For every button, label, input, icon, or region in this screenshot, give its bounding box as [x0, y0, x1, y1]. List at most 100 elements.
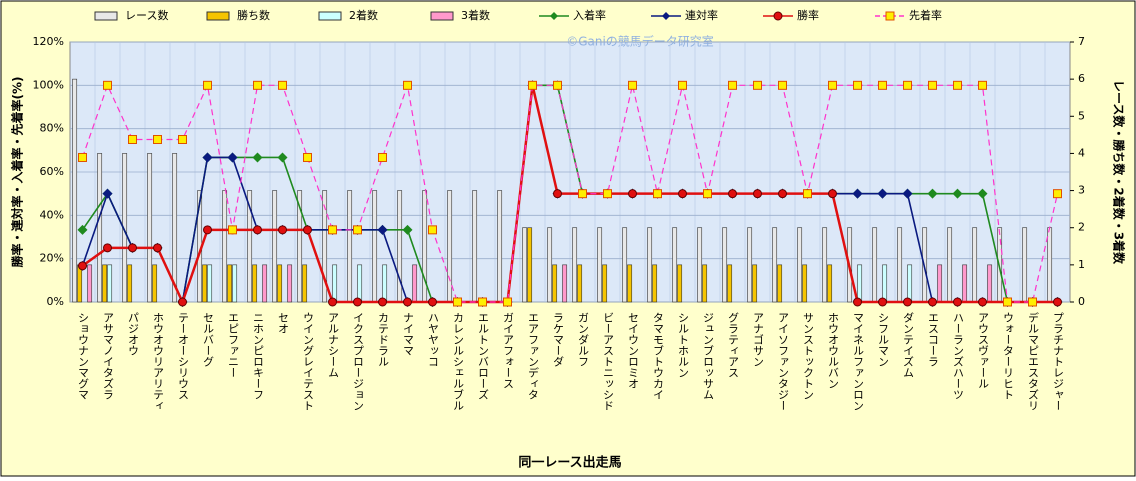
line-marker [403, 297, 412, 307]
y2-tick-label: 1 [1078, 258, 1085, 271]
line-marker [803, 189, 812, 199]
line-marker [928, 80, 937, 90]
bar [152, 264, 158, 303]
x-tick-label: ガンダルフ [577, 312, 590, 367]
line-marker [478, 297, 487, 307]
line [81, 85, 1058, 306]
line-marker [153, 135, 162, 144]
line-marker [753, 80, 762, 90]
line-marker [1028, 297, 1037, 307]
bar [562, 264, 568, 303]
bar [602, 264, 608, 303]
line-marker [902, 188, 913, 199]
line-marker [203, 225, 212, 235]
x-tick-label: ウォーターリヒト [1002, 312, 1015, 400]
line-marker [203, 80, 212, 90]
y2-tick-label: 0 [1078, 295, 1085, 308]
bar [262, 264, 268, 303]
x-tick-label: マイネルファンロン [852, 312, 865, 411]
line-marker [678, 189, 687, 199]
legend-label: 先着率 [909, 8, 942, 22]
line-marker [978, 80, 987, 90]
bar [547, 227, 553, 303]
y2-tick-label: 4 [1078, 146, 1085, 159]
line-marker [1053, 297, 1062, 307]
x-tick-label: エアファンディタ [527, 312, 540, 400]
y2-tick-label: 6 [1078, 72, 1085, 85]
y-axis-title: 勝率・連対率・入着率・先着率(%) [10, 77, 25, 268]
bar [987, 264, 993, 303]
x-axis-title: 同一レース出走馬 [518, 455, 621, 471]
bar [972, 227, 978, 303]
line-marker [952, 188, 963, 199]
line-marker [553, 189, 562, 199]
line-marker [103, 80, 112, 90]
y2-axis-title: レース数・勝ち数・2着数・3着数 [1112, 80, 1127, 265]
x-tick-label: カレンルシェルブル [452, 312, 465, 411]
x-tick-label: ダンテイズム [902, 312, 915, 378]
y-tick-label: 120% [33, 35, 64, 48]
bar [797, 227, 803, 303]
x-tick-label: アルナシーム [327, 312, 340, 378]
line-marker [178, 135, 187, 144]
x-tick-label: ジュンブロッサム [702, 312, 715, 400]
line-marker [78, 152, 87, 162]
line-marker [378, 152, 387, 162]
bar [412, 264, 418, 303]
line-marker [978, 297, 987, 307]
line-marker [953, 297, 962, 307]
bar [652, 264, 658, 303]
bar [447, 190, 453, 303]
line-marker [277, 152, 288, 163]
line-marker [878, 297, 887, 307]
bar [872, 227, 878, 303]
bar [937, 264, 943, 303]
x-tick-label: ナイママ [402, 312, 415, 356]
bar [272, 190, 278, 303]
line-marker [903, 297, 912, 307]
bar [497, 190, 503, 303]
y-tick-label: 20% [40, 252, 64, 265]
line-marker [353, 225, 362, 235]
x-tick-label: ホウオウルバン [827, 312, 840, 389]
annotation: ©Ganiの競馬データ研究室 [566, 34, 714, 49]
bar [772, 227, 778, 303]
bar [777, 264, 783, 303]
bar [907, 264, 913, 303]
legend-label: 連対率 [685, 8, 718, 22]
legend-swatch [318, 11, 342, 21]
bar [722, 227, 728, 303]
line-marker [927, 188, 938, 199]
bar [472, 190, 478, 303]
legend-label: 勝ち数 [237, 8, 270, 22]
bar [102, 264, 108, 303]
y-tick-label: 100% [33, 78, 64, 91]
line-marker [628, 80, 637, 90]
line-marker [877, 188, 888, 199]
bar [897, 227, 903, 303]
bar [147, 153, 153, 303]
line-marker [753, 189, 762, 199]
legend-label: 勝率 [797, 8, 819, 22]
x-tick-label: セイウンロミオ [627, 312, 640, 389]
line-marker [252, 152, 263, 163]
bar [372, 190, 378, 303]
line-marker [178, 297, 187, 307]
bar [622, 227, 628, 303]
x-tick-label: ニホンピロキーフ [252, 312, 265, 400]
line-marker [853, 80, 862, 90]
bar [727, 264, 733, 303]
line-marker [428, 225, 437, 235]
line-marker [227, 152, 238, 163]
line-marker [703, 189, 712, 199]
x-tick-label: アナゴサン [752, 312, 765, 367]
line-marker [678, 80, 687, 90]
bar [747, 227, 753, 303]
bar [172, 153, 178, 303]
bar [752, 264, 758, 303]
bar [302, 264, 308, 303]
line-marker [853, 297, 862, 307]
y-tick-label: 80% [40, 122, 64, 135]
legend-swatch [206, 11, 230, 21]
